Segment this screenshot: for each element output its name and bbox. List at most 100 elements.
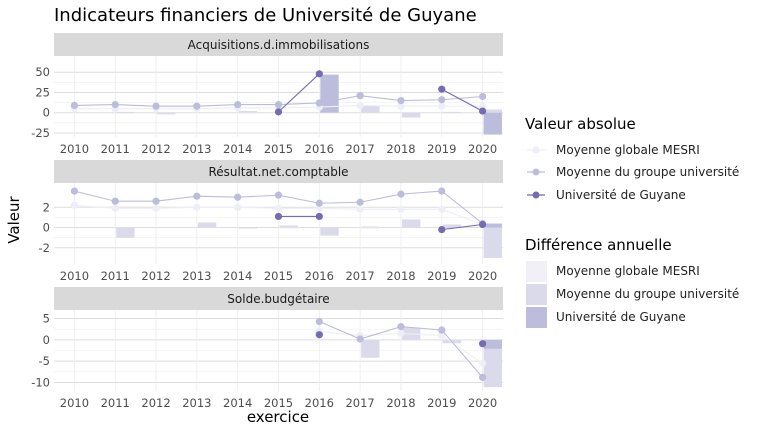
- bar-diff-mesri: [279, 227, 298, 229]
- x-tick-label: 2019: [427, 142, 456, 156]
- line-groupe-point: [152, 102, 160, 110]
- y-tick-label: -25: [31, 126, 50, 140]
- line-groupe-point: [234, 193, 242, 201]
- line-univ-point: [274, 108, 283, 116]
- bar-diff-univ: [483, 339, 502, 349]
- legend-lines-title: Valeur absolue: [525, 115, 636, 133]
- x-tick-label: 2018: [386, 269, 415, 283]
- legend-line-groupe-key-point: [532, 168, 540, 176]
- x-tick-label: 2019: [427, 269, 456, 283]
- line-groupe-point: [478, 373, 487, 381]
- y-tick-label: 2: [43, 200, 50, 214]
- legend-bar-mesri-key: [526, 261, 547, 282]
- line-groupe-point: [234, 101, 242, 109]
- line-univ-point: [315, 212, 323, 221]
- line-groupe-point: [438, 96, 446, 104]
- x-tick-label: 2012: [141, 142, 170, 156]
- line-univ-point: [438, 85, 446, 93]
- x-tick-label: 2011: [101, 142, 130, 156]
- x-tick-label: 2017: [345, 269, 374, 283]
- x-tick-label: 2012: [141, 396, 170, 410]
- line-univ-point: [438, 225, 446, 234]
- x-tick-label: 2010: [60, 269, 89, 283]
- line-univ-point: [315, 70, 323, 78]
- line-groupe-point: [397, 190, 405, 198]
- bar-diff-groupe: [361, 226, 380, 228]
- line-mesri-point: [438, 331, 446, 340]
- line-univ-point: [478, 220, 487, 229]
- x-tick-label: 2011: [101, 269, 130, 283]
- bar-diff-groupe: [483, 339, 502, 388]
- bar-diff-mesri: [361, 227, 380, 229]
- y-tick-label: 0: [43, 221, 50, 235]
- x-tick-label: 2017: [345, 142, 374, 156]
- bar-diff-groupe: [279, 225, 298, 228]
- line-groupe-point: [274, 191, 283, 199]
- bar-diff-groupe: [361, 105, 380, 113]
- line-mesri-point: [274, 204, 283, 212]
- bar-diff-groupe: [320, 227, 339, 236]
- bar-diff-groupe: [442, 111, 462, 113]
- y-tick-label: 25: [35, 85, 50, 99]
- y-tick-label: 50: [35, 65, 50, 79]
- line-groupe-point: [193, 192, 201, 200]
- x-tick-label: 2019: [427, 396, 456, 410]
- line-groupe-point: [397, 323, 405, 331]
- line-univ-point: [478, 107, 487, 115]
- line-mesri-point: [438, 205, 446, 213]
- bar-diff-groupe: [238, 227, 258, 229]
- legend-bar-groupe: Moyenne du groupe université: [526, 284, 739, 305]
- line-univ-segment: [441, 88, 483, 112]
- legend-line-groupe: Moyenne du groupe université: [527, 165, 739, 179]
- bar-diff-groupe: [483, 227, 502, 258]
- legend-line-univ: Université de Guyane: [527, 188, 686, 202]
- line-mesri-point: [478, 359, 487, 367]
- legend-bar-groupe-label: Moyenne du groupe université: [556, 287, 739, 301]
- x-tick-label: 2012: [141, 269, 170, 283]
- legend-bar-univ: Université de Guyane: [526, 307, 686, 328]
- bar-diff-groupe: [361, 339, 380, 358]
- line-univ-segment: [278, 73, 320, 113]
- facet-strip: [54, 33, 503, 56]
- facet-strip-label: Acquisitions.d.immobilisations: [188, 38, 370, 52]
- line-groupe-point: [438, 326, 446, 334]
- x-tick-label: 2017: [345, 396, 374, 410]
- bar-diff-groupe: [116, 111, 135, 113]
- bar-diff-univ: [483, 223, 502, 228]
- x-tick-label: 2014: [223, 269, 252, 283]
- bar-diff-groupe: [401, 112, 421, 118]
- facet-panels: Acquisitions.d.immobilisations-250255020…: [31, 33, 503, 410]
- facet-1: Résultat.net.comptable -2 0 2 2010 2011 2012 20…: [39, 160, 503, 283]
- legend-line-mesri-label: Moyenne globale MESRI: [556, 143, 700, 157]
- x-tick-label: 2013: [182, 396, 211, 410]
- line-univ-point: [315, 331, 323, 339]
- legend-bars-title: Différence annuelle: [525, 236, 672, 254]
- line-groupe-point: [315, 199, 323, 207]
- facet-strip-label: Résultat.net.comptable: [208, 165, 348, 179]
- x-tick-label: 2018: [386, 142, 415, 156]
- y-tick-label: -10: [31, 375, 50, 389]
- legend-line-mesri-key-point: [532, 146, 540, 154]
- bar-diff-groupe: [442, 224, 462, 228]
- x-tick-label: 2020: [468, 269, 497, 283]
- line-groupe-point: [397, 96, 405, 105]
- bar-diff-groupe: [238, 111, 258, 113]
- line-groupe-point: [315, 317, 323, 326]
- y-tick-label: -5: [39, 354, 50, 368]
- line-mesri-point: [438, 102, 446, 110]
- x-tick-label: 2015: [264, 142, 293, 156]
- legend-bar-groupe-key: [526, 284, 547, 305]
- line-mesri-point: [356, 101, 364, 110]
- line-mesri-point: [152, 204, 160, 212]
- bar-diff-groupe: [116, 227, 135, 238]
- line-mesri-point: [397, 102, 405, 110]
- bar-diff-univ: [320, 74, 339, 113]
- line-univ-segment: [441, 223, 483, 231]
- bar-diff-groupe: [197, 222, 217, 228]
- x-tick-label: 2011: [101, 396, 130, 410]
- line-mesri-point: [397, 329, 405, 338]
- line-groupe-point: [111, 197, 119, 205]
- line-groupe-point: [70, 101, 79, 110]
- y-tick-label: 5: [43, 312, 50, 326]
- line-groupe-point: [274, 101, 283, 109]
